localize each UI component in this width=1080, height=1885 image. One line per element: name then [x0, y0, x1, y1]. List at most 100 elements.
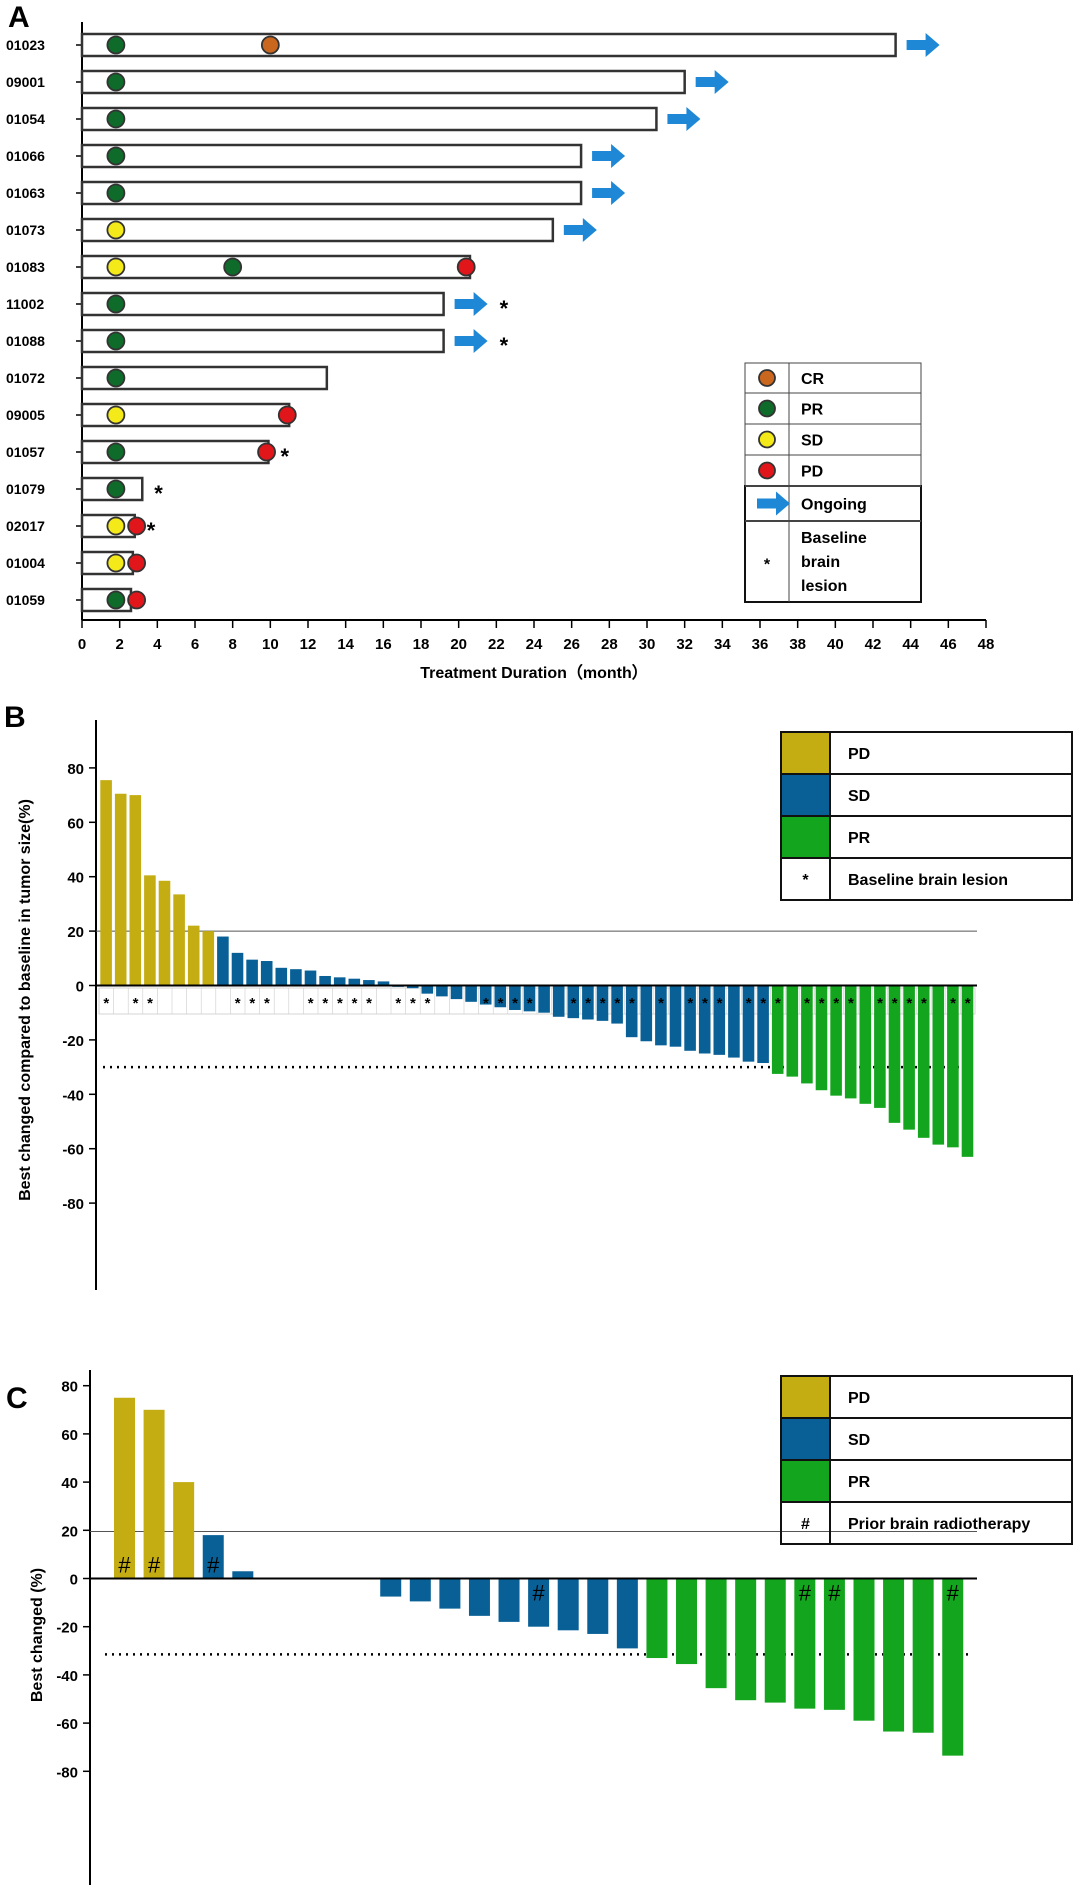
- response-marker-sd: [106, 516, 126, 536]
- c-bar-pr: [794, 1578, 816, 1709]
- c-bar-pr: [735, 1578, 757, 1701]
- b-bar-sd: [523, 985, 536, 1012]
- a-x-tick-label: 4: [153, 636, 162, 653]
- response-marker-pr: [106, 294, 126, 314]
- c-bar-sd: [498, 1578, 520, 1622]
- response-marker-pr: [106, 590, 126, 610]
- a-x-axis-title: Treatment Duration（month）: [420, 664, 648, 682]
- brain-lesion-mark: *: [500, 296, 509, 321]
- c-bar-sd: [380, 1578, 402, 1597]
- b-bar-pr: [771, 985, 784, 1074]
- patient-id-label: 02017: [6, 518, 45, 534]
- panel-a-label: A: [8, 1, 30, 34]
- ongoing-arrow-icon: [592, 181, 626, 205]
- b-bar-sd: [538, 985, 550, 1013]
- c-y-tick-label: 40: [61, 1475, 78, 1492]
- b-bar-sd: [450, 985, 463, 1000]
- b-brain-lesion-mark: *: [687, 995, 693, 1012]
- b-brain-lesion-mark: *: [410, 995, 416, 1012]
- b-brain-lesion-mark: *: [498, 995, 504, 1012]
- b-bar-pd: [202, 931, 215, 986]
- patient-id-label: 01054: [6, 111, 45, 127]
- b-bar-sd: [669, 985, 682, 1047]
- b-y-tick-label: 80: [67, 761, 84, 778]
- ongoing-arrow-icon: [695, 70, 729, 94]
- a-x-tick-label: 36: [752, 636, 769, 653]
- legend-label-pr: PR: [801, 402, 824, 419]
- legend-label-brain-lesion: brain: [801, 554, 840, 571]
- brain-lesion-mark: *: [280, 444, 289, 469]
- b-bar-sd: [494, 985, 507, 1008]
- b-legend-symbol: *: [802, 872, 809, 889]
- b-brain-lesion-mark: *: [585, 995, 591, 1012]
- c-y-tick-label: -20: [56, 1620, 78, 1637]
- b-bar-pr: [859, 985, 872, 1104]
- response-marker-pr: [106, 368, 126, 388]
- b-y-tick-label: 40: [67, 870, 84, 887]
- b-brain-lesion-mark: *: [760, 995, 766, 1012]
- a-x-tick-label: 8: [228, 636, 236, 653]
- response-marker-pd: [127, 516, 147, 536]
- c-legend-label-pd: PD: [848, 1390, 870, 1407]
- b-bar-pd: [158, 880, 171, 986]
- response-marker-pd: [127, 590, 147, 610]
- legend-label-pd: PD: [801, 464, 823, 481]
- patient-id-label: 01073: [6, 222, 45, 238]
- c-y-tick-label: -80: [56, 1764, 78, 1781]
- patient-id-label: 01072: [6, 370, 45, 386]
- b-brain-lesion-mark: *: [833, 995, 839, 1012]
- b-bar-pd: [187, 925, 200, 986]
- c-legend-swatch-pr: [782, 1461, 829, 1501]
- patient-id-label: 09001: [6, 74, 45, 90]
- b-bar-pr: [801, 985, 813, 1084]
- patient-id-label: 09005: [6, 407, 45, 423]
- ongoing-arrow-icon: [454, 292, 488, 316]
- b-brain-lesion-mark: *: [906, 995, 912, 1012]
- a-x-tick-label: 46: [940, 636, 957, 653]
- c-bar-sd: [202, 1535, 224, 1579]
- b-legend-label-pd: PD: [848, 746, 870, 763]
- legend-label-cr: CR: [801, 371, 825, 388]
- b-bar-sd: [582, 985, 594, 1020]
- a-x-tick-label: 6: [191, 636, 199, 653]
- b-bar-pr: [874, 985, 886, 1108]
- legend-symbol-asterisk: *: [764, 557, 771, 574]
- b-bar-sd: [742, 985, 755, 1062]
- b-brain-lesion-mark: *: [848, 995, 854, 1012]
- b-brain-lesion-mark: *: [746, 995, 752, 1012]
- b-bar-sd: [436, 985, 448, 997]
- c-legend-label-sd: SD: [848, 1432, 870, 1449]
- b-bar-pr: [947, 985, 959, 1148]
- c-bar-sd: [409, 1578, 431, 1602]
- b-brain-lesion-mark: *: [337, 995, 343, 1012]
- a-x-tick-label: 30: [639, 636, 656, 653]
- c-bar-sd: [557, 1578, 579, 1631]
- c-legend-swatch-sd: [782, 1419, 829, 1459]
- a-x-tick-label: 0: [78, 636, 86, 653]
- ongoing-arrow-icon: [906, 33, 940, 57]
- c-bar-pr: [912, 1578, 934, 1733]
- b-y-axis-title: Best changed compared to baseline in tum…: [17, 799, 34, 1201]
- b-bar-sd: [611, 985, 623, 1024]
- response-marker-pr: [106, 331, 126, 351]
- c-radiotherapy-mark: #: [828, 1581, 841, 1606]
- patient-id-label: 01066: [6, 148, 45, 164]
- b-brain-lesion-mark: *: [527, 995, 533, 1012]
- response-marker-pd: [127, 553, 147, 573]
- b-bar-sd: [479, 985, 492, 1005]
- response-marker-pd: [257, 442, 276, 462]
- patient-bar: [80, 291, 445, 317]
- legend-marker-pr: [758, 399, 776, 418]
- b-legend-swatch-pr: [782, 817, 829, 857]
- a-x-tick-label: 10: [262, 636, 279, 653]
- b-bar-pr: [917, 985, 930, 1138]
- response-marker-pr: [106, 183, 126, 203]
- b-legend-swatch-sd: [782, 775, 829, 815]
- patient-bar: [80, 180, 583, 206]
- a-x-tick-label: 44: [902, 636, 919, 653]
- c-bar-sd: [587, 1578, 609, 1634]
- patient-id-label: 01059: [6, 592, 45, 608]
- c-radiotherapy-mark: #: [947, 1581, 960, 1606]
- b-bar-sd: [552, 985, 565, 1017]
- c-bar-pd: [173, 1482, 195, 1579]
